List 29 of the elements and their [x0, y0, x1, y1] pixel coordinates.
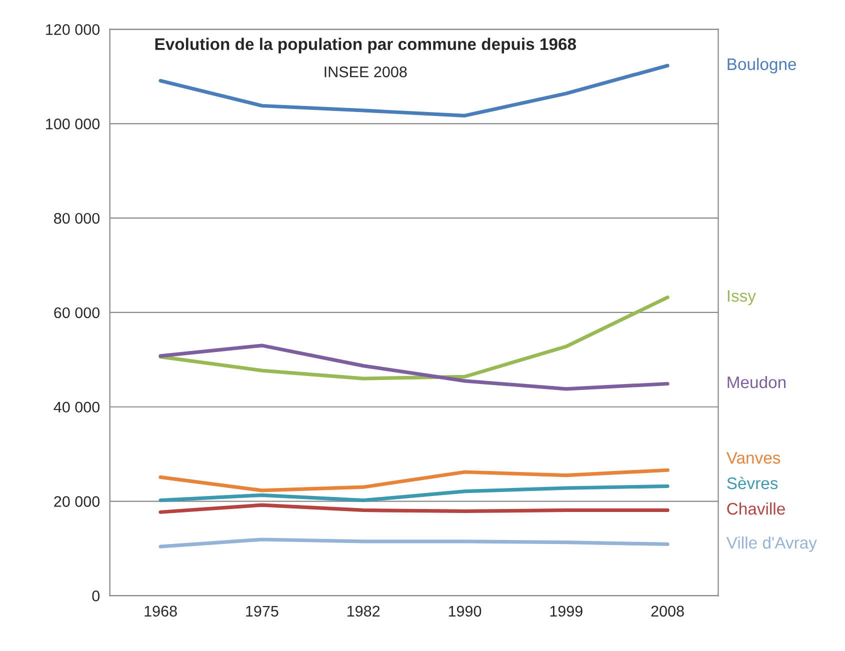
x-tick-label: 1975 [246, 606, 278, 617]
text: Meudon [728, 376, 786, 388]
line-series [158, 468, 670, 492]
x-tick-label: 1982 [348, 606, 380, 617]
text: INSEE 2008 [324, 66, 407, 78]
y-tick-label: 120 000 [46, 24, 100, 35]
text: Ville d'Avray [726, 536, 817, 552]
line-series [158, 503, 670, 514]
text: Issy [728, 290, 756, 306]
line-series [158, 296, 670, 380]
y-tick-label: 0 [92, 590, 100, 602]
text: Sèvres [727, 476, 778, 490]
line-series [158, 538, 670, 548]
y-tick-label: 20 000 [54, 496, 100, 507]
text: Boulogne [728, 58, 796, 74]
x-tick-label: 1968 [144, 606, 177, 617]
x-tick-label: 1999 [550, 606, 582, 617]
y-tick-label: 100 000 [46, 118, 100, 130]
text: Chaville [727, 502, 785, 515]
y-tick-label: 40 000 [54, 402, 100, 413]
line-series [158, 64, 670, 118]
chart-title: Evolution de la population par commune depuis 1968 [155, 38, 576, 54]
line-series [158, 344, 670, 391]
x-tick-label: 1990 [448, 606, 482, 617]
line-series [158, 484, 670, 502]
x-tick-label: 2008 [651, 606, 684, 617]
y-tick-label: 80 000 [54, 212, 100, 224]
y-tick-label: 60 000 [54, 307, 100, 318]
text: Vanves [726, 452, 780, 464]
